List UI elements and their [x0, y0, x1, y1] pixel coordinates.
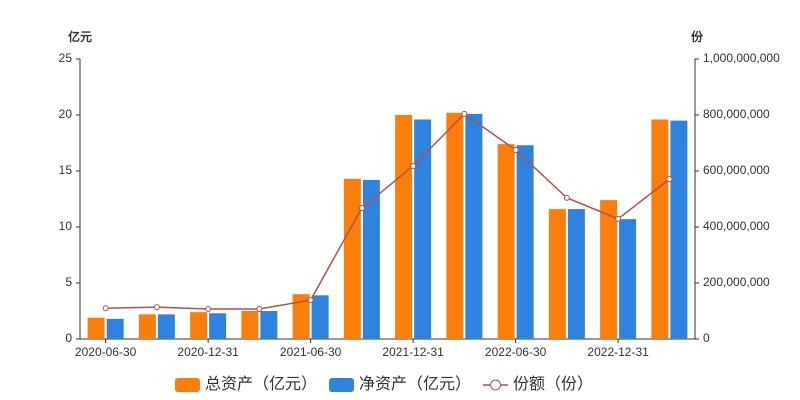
bar	[362, 179, 380, 339]
bar	[465, 113, 483, 339]
x-tick-label: 2022-06-30	[485, 345, 547, 359]
bar	[260, 311, 278, 339]
bar	[311, 295, 329, 339]
bar	[157, 314, 175, 339]
y2-tick-label: 1,000,000,000	[703, 51, 780, 65]
bar	[497, 144, 515, 339]
bar	[292, 294, 310, 339]
bar	[343, 178, 361, 339]
bar	[87, 317, 105, 339]
line-point	[358, 204, 365, 211]
x-tick-label: 2021-12-31	[382, 345, 444, 359]
bar	[241, 311, 259, 339]
bar	[670, 120, 688, 339]
line-point	[102, 305, 109, 312]
bar	[516, 145, 534, 339]
y2-tick-label: 200,000,000	[703, 275, 770, 289]
bar	[106, 318, 124, 339]
bar	[600, 200, 618, 339]
legend-label: 份额（份）	[513, 375, 593, 393]
y-tick-label: 25	[59, 51, 73, 65]
bar	[209, 313, 227, 339]
line-point	[563, 194, 570, 201]
y-tick-label: 20	[59, 107, 73, 121]
legend-label: 总资产（亿元）	[205, 375, 317, 393]
line-point	[666, 176, 673, 183]
line-point	[512, 147, 519, 153]
bar	[190, 312, 208, 339]
y2-tick-label: 0	[703, 331, 710, 345]
x-tick-label: 2020-12-31	[177, 345, 239, 359]
bar	[619, 219, 637, 339]
y-tick-label: 0	[65, 331, 72, 345]
y-tick-label: 10	[59, 219, 73, 233]
bar	[651, 119, 669, 339]
line-point	[307, 297, 314, 304]
bar	[567, 209, 585, 339]
y-tick-label: 5	[65, 275, 72, 289]
y2-tick-label: 800,000,000	[703, 107, 770, 121]
y-axis-title: 亿元	[68, 29, 92, 44]
y2-axis-title: 份	[691, 29, 704, 44]
bar	[414, 119, 432, 339]
x-tick-label: 2020-06-30	[75, 345, 137, 359]
y-tick-label: 15	[59, 163, 73, 177]
y2-tick-label: 600,000,000	[703, 163, 770, 177]
legend-label: 净资产（亿元）	[359, 375, 471, 393]
legend-swatch	[490, 379, 502, 391]
line-point	[410, 162, 417, 169]
bar	[548, 209, 566, 339]
bar	[395, 115, 413, 339]
line	[105, 112, 670, 310]
x-tick-label: 2022-12-31	[587, 345, 649, 359]
bar	[446, 112, 464, 339]
line-point	[461, 110, 468, 117]
legend-swatch	[175, 378, 200, 392]
x-tick-label: 2021-06-30	[280, 345, 342, 359]
bar	[138, 314, 156, 339]
line-point	[256, 306, 263, 313]
legend-swatch	[329, 378, 355, 392]
line-point	[205, 306, 212, 313]
y2-tick-label: 400,000,000	[703, 219, 770, 233]
line-point	[153, 304, 160, 311]
line-point	[615, 215, 622, 222]
